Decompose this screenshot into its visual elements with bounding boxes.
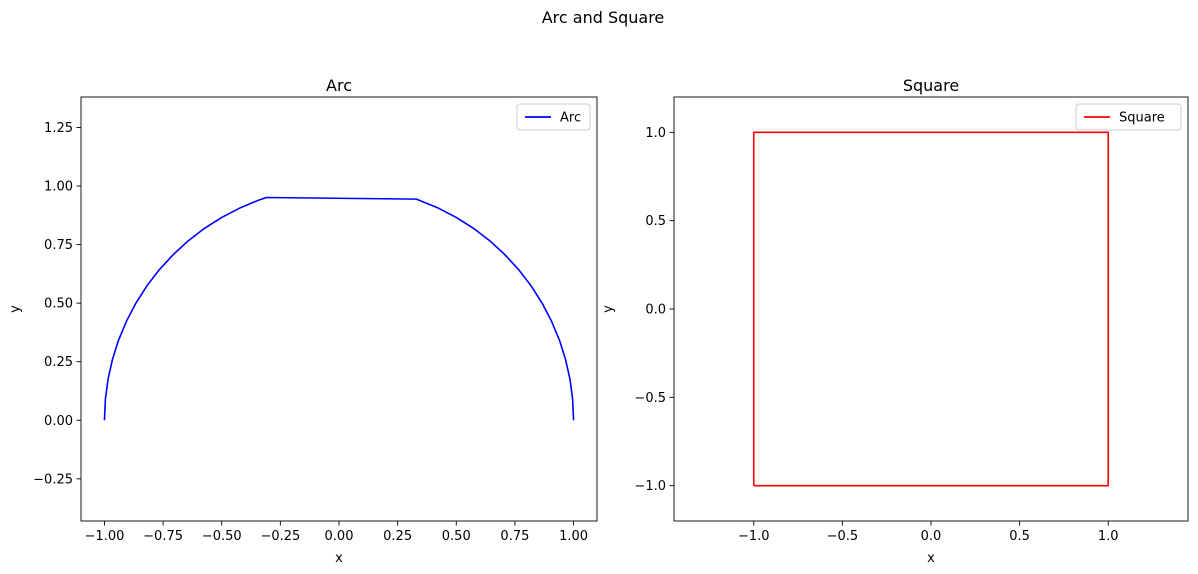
square-ytick-label: 0.5 xyxy=(645,214,666,229)
arc-xtick-label: 0.75 xyxy=(500,529,529,544)
arc-ytick-label: 0.00 xyxy=(44,414,73,429)
square-title: Square xyxy=(903,76,959,95)
arc-xlabel: x xyxy=(335,551,343,566)
square-xtick-label: −1.0 xyxy=(738,529,770,544)
arc-subplot: Arc −1.00 −0.75 −0.50 −0.25 0.00 0.25 0.50 0.75 1… xyxy=(8,76,598,566)
figure-suptitle: Arc and Square xyxy=(542,8,665,27)
arc-xtick-label: −0.25 xyxy=(260,529,300,544)
square-legend-box xyxy=(1075,103,1182,131)
square-legend: Square xyxy=(1075,103,1182,131)
square-ytick-label: 1.0 xyxy=(645,126,666,141)
arc-series-line xyxy=(103,196,575,421)
arc-ytick-label: 1.25 xyxy=(44,121,73,136)
arc-xtick-label: 0.50 xyxy=(442,529,471,544)
arc-xtick-label: −0.75 xyxy=(143,529,183,544)
arc-xtick-label: −1.00 xyxy=(85,529,125,544)
arc-xtick-label: 1.00 xyxy=(559,529,588,544)
arc-xtick-label: 0.25 xyxy=(383,529,412,544)
arc-ytick-label: 1.00 xyxy=(44,180,73,195)
arc-axes-frame xyxy=(80,96,598,522)
square-legend-label: Square xyxy=(1119,111,1165,126)
square-series-line xyxy=(752,131,1110,487)
arc-legend-label: Arc xyxy=(560,111,581,126)
arc-xtick-label: 0.00 xyxy=(325,529,354,544)
square-ytick-label: 0.0 xyxy=(645,303,666,318)
square-ylabel: y xyxy=(601,305,616,313)
arc-legend-box xyxy=(516,103,591,131)
square-ytick-label: −0.5 xyxy=(634,391,666,406)
square-xtick-label: 0.5 xyxy=(1009,529,1030,544)
square-ytick-label: −1.0 xyxy=(634,479,666,494)
square-xtick-label: −0.5 xyxy=(827,529,859,544)
arc-ytick-label: −0.25 xyxy=(33,472,73,487)
square-xtick-label: 0.0 xyxy=(921,529,942,544)
square-axes-frame xyxy=(673,96,1189,522)
square-xlabel: x xyxy=(927,551,935,566)
arc-legend: Arc xyxy=(516,103,591,131)
arc-ylabel: y xyxy=(8,305,23,313)
square-subplot: Square −1.0 −0.5 0.0 0.5 1.0 −1.0 −0.5 0.0 0.5 1.0… xyxy=(601,76,1189,566)
arc-title: Arc xyxy=(326,76,352,95)
arc-xtick-label: −0.50 xyxy=(202,529,242,544)
arc-ytick-label: 0.75 xyxy=(44,238,73,253)
square-xtick-label: 1.0 xyxy=(1098,529,1119,544)
arc-ytick-label: 0.50 xyxy=(44,297,73,312)
arc-ytick-label: 0.25 xyxy=(44,355,73,370)
